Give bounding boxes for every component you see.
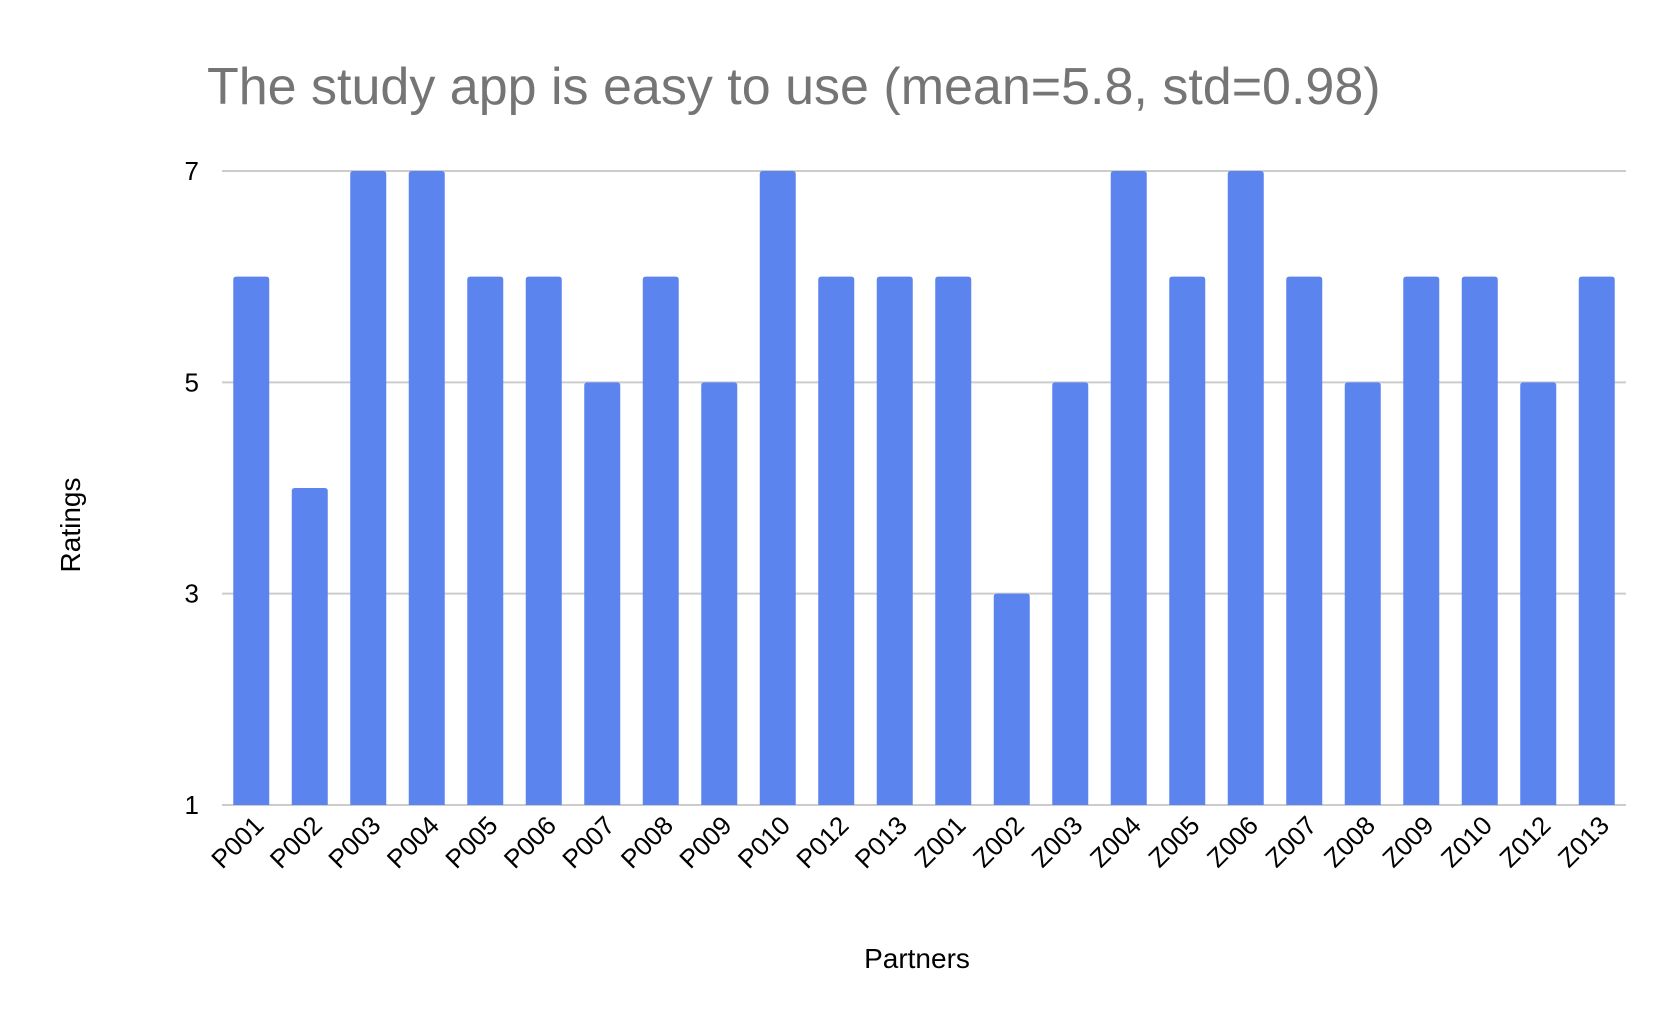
bars	[233, 171, 1615, 806]
x-axis-ticks: P001P002P003P004P005P006P007P008P009P010…	[205, 810, 1615, 874]
bar-p013	[876, 276, 913, 806]
x-tick-label: Z004	[1084, 810, 1147, 873]
gridlines	[222, 170, 1626, 806]
x-tick-label: P008	[615, 810, 679, 874]
x-tick-label: P003	[322, 810, 386, 874]
y-axis-ticks: 1 3 5 7	[185, 156, 199, 820]
bar-z006	[1227, 171, 1264, 805]
x-tick-label: Z008	[1318, 810, 1381, 873]
x-tick-label: P012	[790, 810, 854, 874]
bar-p004	[408, 171, 445, 805]
bar-p012	[818, 276, 855, 806]
bar-p005	[467, 276, 504, 806]
y-tick-label: 3	[185, 579, 199, 609]
x-axis-title: Partners	[864, 943, 970, 974]
bar-z005	[1169, 276, 1206, 806]
bar-z010	[1461, 276, 1498, 806]
bar-z001	[935, 276, 972, 806]
y-tick-label: 5	[185, 367, 199, 397]
bar-p010	[759, 171, 796, 805]
x-tick-label: P005	[439, 810, 503, 874]
x-tick-label: P007	[556, 810, 620, 874]
x-tick-label: Z007	[1259, 810, 1322, 873]
bar-z002	[993, 593, 1030, 805]
x-tick-label: P001	[205, 810, 269, 874]
x-tick-label: P009	[673, 810, 737, 874]
x-tick-label: P004	[381, 810, 445, 874]
x-tick-label: P010	[732, 810, 796, 874]
x-tick-label: Z006	[1201, 810, 1264, 873]
chart-title: The study app is easy to use (mean=5.8, …	[207, 58, 1381, 116]
bar-p006	[525, 276, 562, 806]
x-tick-label: Z013	[1552, 810, 1615, 873]
bar-z007	[1286, 276, 1323, 806]
bar-p001	[233, 276, 270, 806]
x-tick-label: Z002	[967, 810, 1030, 873]
bar-z004	[1110, 171, 1147, 805]
bar-p003	[350, 171, 387, 805]
x-tick-label: Z012	[1493, 810, 1556, 873]
bar-p008	[642, 276, 679, 806]
bar-z008	[1344, 382, 1381, 805]
y-tick-label: 1	[185, 790, 199, 820]
x-tick-label: Z001	[908, 810, 971, 873]
x-tick-label: P006	[498, 810, 562, 874]
y-tick-label: 7	[185, 156, 199, 186]
y-axis-title: Ratings	[55, 478, 86, 573]
bar-p009	[701, 382, 738, 805]
bar-z012	[1520, 382, 1557, 805]
x-tick-label: Z010	[1435, 810, 1498, 873]
bar-p002	[291, 488, 328, 805]
bar-p007	[584, 382, 621, 805]
x-tick-label: Z003	[1025, 810, 1088, 873]
bar-z009	[1403, 276, 1440, 806]
x-tick-label: Z005	[1142, 810, 1205, 873]
bar-z013	[1578, 276, 1615, 806]
bar-z003	[1052, 382, 1089, 805]
x-tick-label: P002	[264, 810, 328, 874]
x-tick-label: Z009	[1376, 810, 1439, 873]
x-tick-label: P013	[849, 810, 913, 874]
